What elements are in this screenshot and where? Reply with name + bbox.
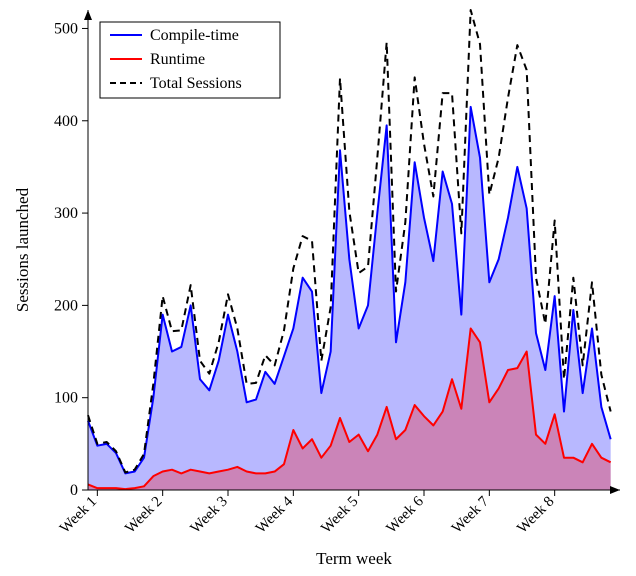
sessions-chart: 0100200300400500Week 1Week 2Week 3Week 4… (0, 0, 636, 576)
svg-text:Term week: Term week (316, 549, 392, 568)
svg-text:200: 200 (54, 297, 78, 314)
svg-text:0: 0 (70, 482, 78, 499)
svg-text:500: 500 (54, 20, 78, 37)
svg-text:Total Sessions: Total Sessions (150, 75, 242, 92)
svg-text:400: 400 (54, 113, 78, 130)
svg-text:300: 300 (54, 205, 78, 222)
svg-text:Sessions launched: Sessions launched (13, 187, 32, 312)
svg-text:Compile-time: Compile-time (150, 27, 239, 44)
svg-text:100: 100 (54, 390, 78, 407)
svg-text:Runtime: Runtime (150, 51, 205, 68)
chart-container: 0100200300400500Week 1Week 2Week 3Week 4… (0, 0, 636, 576)
